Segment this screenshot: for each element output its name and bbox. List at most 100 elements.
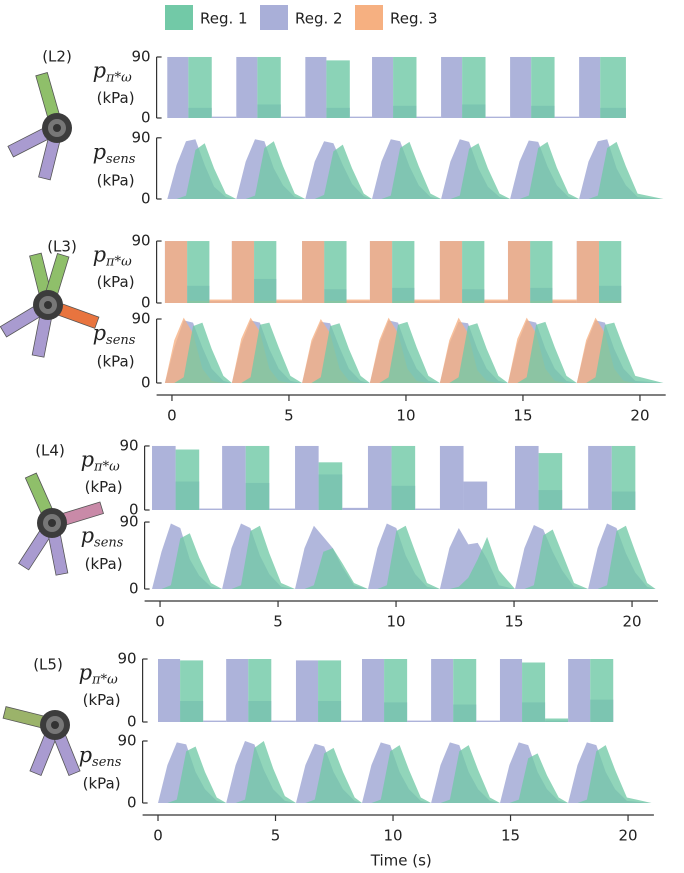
x-tick-label: 20 bbox=[619, 827, 638, 845]
command-bar bbox=[552, 300, 576, 303]
command-bar bbox=[368, 446, 392, 510]
x-tick-label: 0 bbox=[167, 407, 177, 425]
command-bar bbox=[319, 462, 343, 510]
command-bar bbox=[599, 241, 621, 303]
y-label-subscript: sens bbox=[106, 152, 136, 167]
y-label: pπ*ω bbox=[81, 447, 120, 474]
panel-label: (L3) bbox=[47, 238, 77, 256]
command-bar bbox=[305, 57, 326, 118]
y-tick-label: 90 bbox=[118, 731, 137, 749]
command-bar bbox=[203, 721, 226, 722]
x-tick-label: 10 bbox=[383, 827, 402, 845]
robot-icon-l3 bbox=[0, 253, 99, 357]
command-bar bbox=[555, 117, 580, 118]
command-bar bbox=[324, 241, 346, 303]
command-bar bbox=[508, 241, 530, 303]
command-bar bbox=[416, 117, 441, 118]
command-bar bbox=[590, 659, 613, 722]
command-bar bbox=[486, 117, 511, 118]
command-bar bbox=[407, 721, 431, 722]
y-label-symbol: p bbox=[81, 523, 94, 547]
command-bar bbox=[500, 659, 522, 722]
command-bar bbox=[269, 509, 295, 510]
command-bar bbox=[176, 450, 200, 510]
command-bar bbox=[362, 659, 384, 722]
command-bar bbox=[236, 57, 257, 118]
command-bar bbox=[487, 509, 515, 510]
command-bar bbox=[347, 300, 370, 303]
y-tick-label: 0 bbox=[129, 580, 139, 598]
command-bar bbox=[431, 659, 453, 722]
y-tick-label: 90 bbox=[118, 650, 137, 668]
y-label-subscript: π*ω bbox=[105, 70, 132, 85]
legend-swatch bbox=[260, 5, 288, 30]
y-label-subscript: π*ω bbox=[91, 672, 118, 687]
command-bar bbox=[302, 241, 324, 303]
y-label-subscript: π*ω bbox=[93, 459, 120, 474]
chart: 090pπ*ω(kPa)(L4) bbox=[35, 436, 635, 518]
y-tick-label: 90 bbox=[132, 310, 151, 328]
command-bar bbox=[510, 57, 531, 118]
y-label-subscript: sens bbox=[92, 755, 122, 770]
command-bar bbox=[341, 721, 362, 722]
y-label-symbol: p bbox=[93, 58, 106, 82]
y-tick-label: 90 bbox=[132, 128, 151, 146]
command-bar bbox=[180, 660, 203, 722]
y-tick-label: 90 bbox=[132, 47, 151, 65]
command-bar bbox=[188, 57, 211, 118]
x-tick-label: 5 bbox=[284, 407, 294, 425]
command-bar bbox=[222, 446, 246, 510]
y-label-symbol: p bbox=[81, 447, 94, 471]
command-bar bbox=[384, 659, 407, 722]
legend-swatch bbox=[165, 5, 193, 30]
command-bar bbox=[152, 446, 176, 510]
legend-swatch bbox=[355, 5, 383, 30]
command-bar bbox=[246, 446, 270, 510]
command-bar bbox=[531, 57, 554, 118]
command-bar bbox=[476, 721, 500, 722]
command-bar bbox=[588, 446, 612, 510]
robot-icon-l5 bbox=[3, 707, 80, 776]
y-label-symbol: p bbox=[79, 660, 92, 684]
command-bar bbox=[545, 719, 568, 723]
y-tick-label: 0 bbox=[141, 109, 151, 127]
robot-icon-l2 bbox=[8, 73, 72, 180]
y-label-unit: (kPa) bbox=[85, 478, 123, 496]
y-label-symbol: p bbox=[93, 140, 106, 164]
command-bar bbox=[530, 241, 552, 303]
command-bar bbox=[281, 117, 306, 118]
x-tick-label: 5 bbox=[273, 613, 283, 631]
x-tick-label: 0 bbox=[155, 613, 165, 631]
y-tick-label: 90 bbox=[132, 232, 151, 250]
command-bar bbox=[462, 57, 485, 118]
y-label-unit: (kPa) bbox=[97, 273, 135, 291]
command-bar bbox=[415, 509, 440, 510]
y-tick-label: 90 bbox=[120, 436, 139, 454]
command-bar bbox=[562, 509, 588, 510]
y-label: pπ*ω bbox=[93, 58, 132, 85]
y-label-unit: (kPa) bbox=[97, 352, 135, 370]
y-label-unit: (kPa) bbox=[97, 172, 135, 190]
y-label-unit: (kPa) bbox=[83, 775, 121, 793]
y-label: pπ*ω bbox=[79, 660, 118, 687]
command-bar bbox=[226, 659, 248, 722]
y-label-unit: (kPa) bbox=[85, 555, 123, 573]
command-bar bbox=[464, 482, 488, 510]
legend-label: Reg. 3 bbox=[390, 10, 438, 28]
command-bar bbox=[257, 57, 280, 118]
command-bar bbox=[522, 663, 545, 723]
x-tick-label: 5 bbox=[271, 827, 281, 845]
y-tick-label: 90 bbox=[120, 513, 139, 531]
command-bar bbox=[414, 300, 440, 303]
command-bar bbox=[165, 241, 187, 303]
command-bar bbox=[372, 57, 393, 118]
y-label: psens bbox=[79, 743, 122, 770]
command-bar bbox=[326, 60, 349, 118]
command-bar bbox=[296, 660, 318, 722]
panel-label: (L5) bbox=[33, 656, 63, 674]
